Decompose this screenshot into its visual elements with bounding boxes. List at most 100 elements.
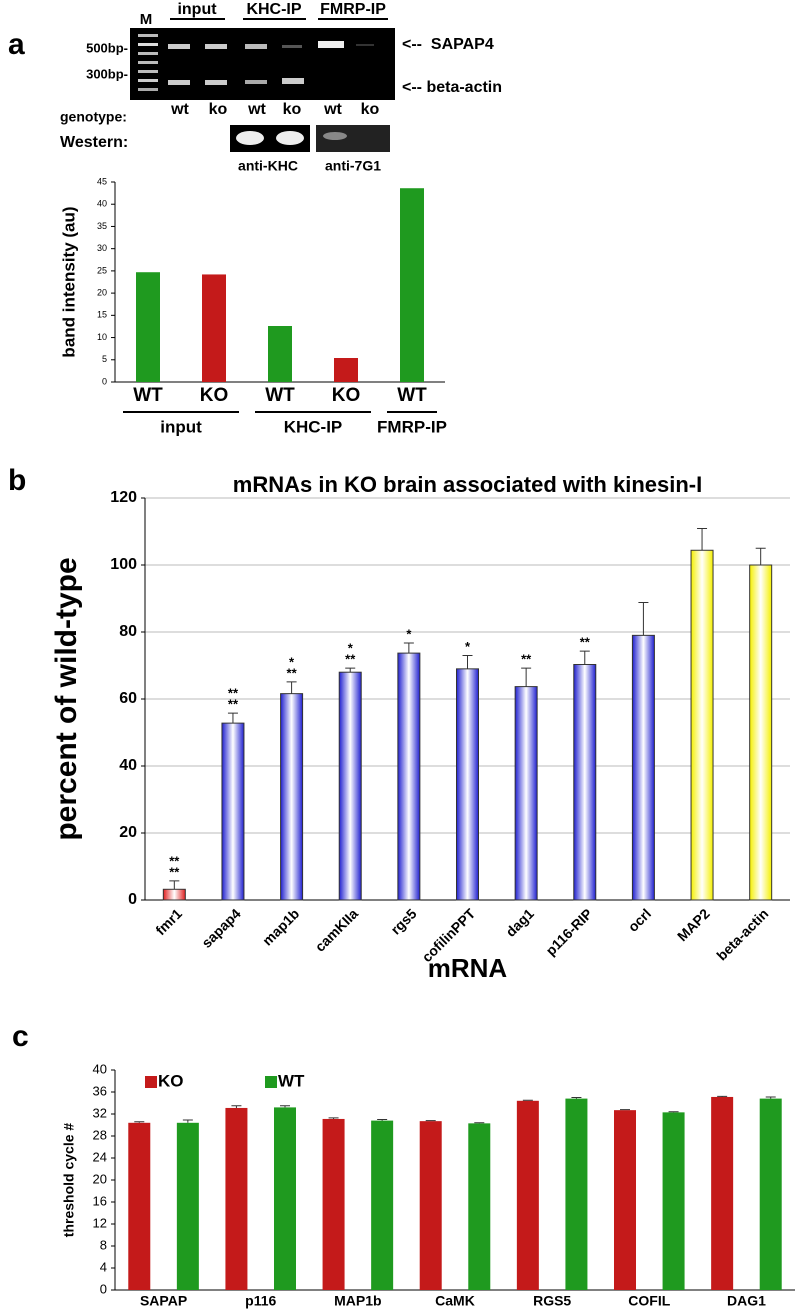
gel-image — [130, 18, 395, 152]
bar — [759, 1098, 782, 1290]
y-tick-label: 120 — [110, 489, 137, 506]
y-tick-label: 4 — [100, 1259, 107, 1274]
bar — [690, 549, 714, 901]
significance-label: ** — [580, 635, 591, 650]
x-tick-label: beta-actin — [713, 905, 771, 963]
y-tick-label: 80 — [119, 623, 137, 640]
antibody-label: anti-KHC — [238, 158, 298, 174]
x-tick-label: KO — [200, 385, 229, 406]
panel-label: c — [12, 1020, 29, 1053]
error-bar — [134, 1121, 145, 1123]
genotype: ko — [283, 101, 302, 118]
error-bar — [227, 712, 238, 724]
bar — [274, 1107, 296, 1290]
error-bar — [377, 1119, 388, 1121]
genotype-label: genotype: — [60, 109, 127, 125]
significance-label: * — [289, 654, 295, 669]
bar — [176, 1122, 199, 1290]
legend-label: KO — [158, 1071, 184, 1090]
genotype: wt — [170, 101, 189, 118]
y-tick-label: 45 — [97, 176, 107, 186]
y-tick-label: 40 — [93, 1061, 107, 1076]
western-label: Western: — [60, 134, 128, 151]
bar — [662, 1112, 685, 1290]
x-tick-label: DAG1 — [727, 1293, 766, 1309]
y-tick-label: 28 — [93, 1127, 107, 1142]
x-tick-label: RGS5 — [533, 1293, 571, 1309]
bar — [136, 272, 160, 382]
bar — [631, 634, 655, 901]
bar — [514, 686, 538, 901]
bar — [162, 888, 186, 901]
error-bar — [328, 1117, 339, 1119]
error-bar — [169, 880, 180, 890]
y-tick-label: 10 — [97, 332, 107, 342]
lane-label: KHC-IP — [246, 1, 301, 18]
y-tick-label: 0 — [100, 1281, 107, 1296]
y-tick-label: 0 — [102, 376, 107, 386]
x-tick-label: KO — [332, 385, 361, 406]
group-label: KHC-IP — [284, 417, 343, 436]
x-tick-label: camKIIa — [312, 905, 361, 954]
x-tick-label: ocrl — [625, 905, 654, 934]
x-axis-label: mRNA — [428, 953, 508, 983]
y-tick-label: 60 — [119, 690, 137, 707]
bar — [400, 188, 424, 382]
y-axis-label: band intensity (au) — [59, 206, 78, 357]
error-bar — [755, 547, 766, 565]
y-tick-label: 8 — [100, 1237, 107, 1252]
legend-label: WT — [278, 1071, 305, 1090]
lane-label: input — [177, 1, 217, 18]
error-bar — [286, 681, 297, 694]
x-tick-label: WT — [133, 385, 163, 406]
significance-label: ** — [228, 686, 239, 701]
legend-swatch — [265, 1076, 277, 1088]
group-label: FMRP-IP — [377, 417, 447, 436]
genotype: wt — [247, 101, 266, 118]
x-tick-label: p116 — [245, 1293, 276, 1309]
bar — [322, 1118, 345, 1290]
x-tick-label: CaMK — [435, 1293, 475, 1309]
error-bar — [717, 1095, 728, 1097]
y-tick-label: 32 — [93, 1105, 107, 1120]
x-tick-label: COFIL — [628, 1293, 670, 1309]
error-bar — [620, 1109, 630, 1111]
significance-label: ** — [345, 652, 356, 667]
error-bar — [697, 527, 708, 551]
y-tick-label: 24 — [93, 1149, 107, 1164]
error-bar — [765, 1096, 776, 1099]
bar — [573, 663, 597, 901]
x-tick-label: MAP2 — [674, 905, 713, 944]
bar — [749, 564, 773, 901]
bar — [468, 1123, 491, 1290]
x-tick-label: WT — [265, 385, 295, 406]
bar — [456, 668, 479, 901]
significance-label: ** — [521, 652, 532, 667]
panel-label: b — [8, 464, 26, 497]
bar — [711, 1096, 734, 1290]
y-tick-label: 16 — [93, 1193, 107, 1208]
lane-label: FMRP-IP — [320, 1, 386, 18]
band-label: <-- beta-actin — [402, 79, 502, 96]
x-tick-label: WT — [397, 385, 427, 406]
x-tick-label: map1b — [259, 905, 302, 948]
group-label: input — [160, 417, 202, 436]
y-tick-label: 36 — [93, 1083, 107, 1098]
error-bar — [280, 1105, 290, 1108]
error-bar — [231, 1105, 242, 1108]
error-bar — [462, 654, 473, 669]
error-bar — [521, 667, 532, 687]
chart-title: mRNAs in KO brain associated with kinesi… — [233, 472, 702, 497]
significance-label: ** — [228, 697, 239, 712]
marker-label: M — [140, 11, 153, 28]
bar — [614, 1110, 636, 1290]
x-tick-label: dag1 — [502, 905, 537, 940]
y-tick-label: 12 — [93, 1215, 107, 1230]
x-tick-label: SAPAP — [140, 1293, 187, 1309]
x-tick-label: p116-RIP — [542, 905, 595, 958]
size-label: 500bp- — [86, 40, 128, 55]
error-bar — [345, 667, 356, 673]
genotype: wt — [323, 101, 342, 118]
bar — [225, 1107, 248, 1290]
error-bar — [668, 1111, 679, 1113]
